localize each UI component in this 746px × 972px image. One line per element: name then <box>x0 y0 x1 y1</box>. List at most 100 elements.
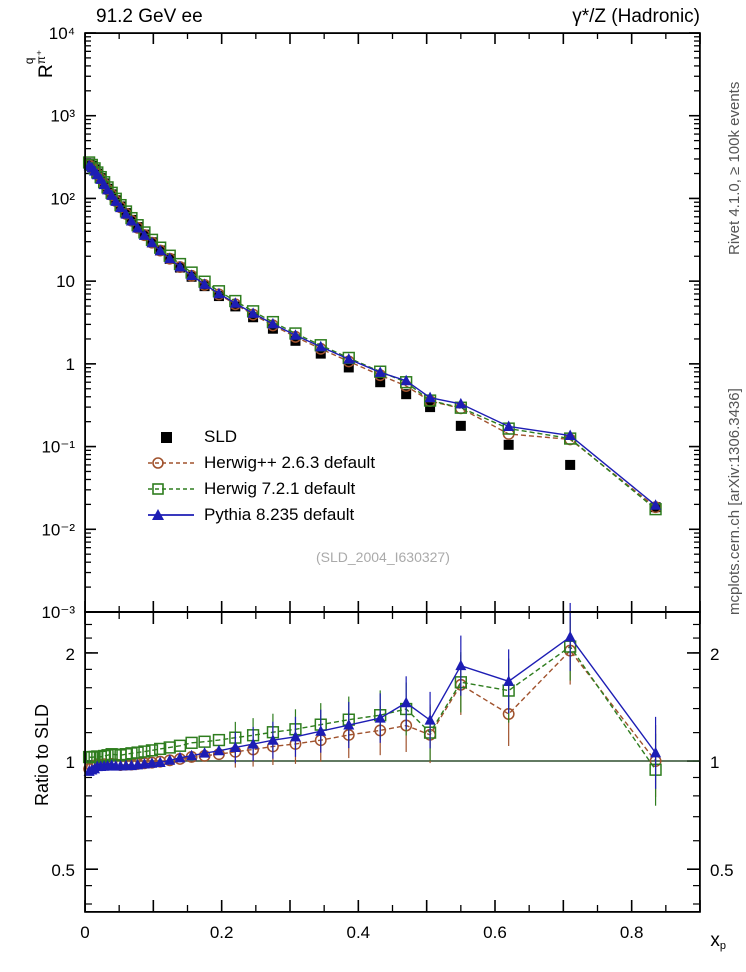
data-point-marker <box>154 756 166 767</box>
data-point-marker <box>199 747 211 758</box>
legend-key-herwigpp <box>148 453 194 473</box>
legend-entry-sld[interactable]: SLD <box>148 424 375 450</box>
data-point-marker <box>174 751 186 763</box>
ytick-label-main: 10⁻³ <box>41 603 75 622</box>
legend-label-pythia: Pythia 8.235 default <box>204 505 355 524</box>
data-point-marker <box>120 208 132 219</box>
data-point-marker <box>455 397 467 409</box>
data-point-marker <box>138 745 151 758</box>
legend-label-herwigpp: Herwig++ 2.6.3 default <box>204 453 376 472</box>
data-point-marker <box>125 214 137 226</box>
series-pythia <box>83 159 662 510</box>
data-point-marker <box>455 420 466 431</box>
data-point-marker <box>213 744 225 756</box>
legend-label-sld: SLD <box>204 427 238 446</box>
ytick-label-main: 10² <box>50 189 75 208</box>
xtick-label: 0.4 <box>347 923 371 942</box>
data-point-marker <box>455 659 467 671</box>
legend-key-pythia <box>148 505 194 525</box>
legend-entry-herwigpp[interactable]: Herwig++ 2.6.3 default <box>148 450 375 476</box>
data-point-marker <box>267 323 278 334</box>
ytick-label-ratio-left: 0.5 <box>51 861 75 880</box>
main-frame-overlay <box>84 32 701 613</box>
series-sld <box>84 158 661 513</box>
ytick-label-ratio-left: 2 <box>66 645 75 664</box>
ytick-label-main: 1 <box>66 355 75 374</box>
series-herwig++ <box>83 159 662 514</box>
x-axis-title: xp <box>710 930 726 952</box>
data-point-marker <box>267 734 279 745</box>
ytick-label-ratio-right: 2 <box>710 645 719 664</box>
ratio-series-pythia <box>83 602 662 789</box>
x-title-x: x <box>710 930 720 951</box>
data-point-marker <box>374 366 386 377</box>
data-point-marker <box>229 741 241 752</box>
legend-key-herwig7 <box>148 479 194 499</box>
data-point-marker <box>374 712 386 723</box>
data-point-marker <box>425 402 436 413</box>
data-point-marker <box>229 297 241 308</box>
data-point-marker <box>503 675 515 686</box>
data-point-marker <box>173 739 187 752</box>
data-point-marker <box>343 353 355 364</box>
header-beam-energy: 91.2 GeV ee <box>96 6 203 27</box>
legend-key-sld <box>148 427 194 447</box>
data-point-marker <box>503 439 514 450</box>
x-title-sub: p <box>719 939 726 952</box>
data-point-marker <box>343 719 355 730</box>
data-point-marker <box>138 758 150 769</box>
legend-label-herwig7: Herwig 7.2.1 default <box>204 479 356 498</box>
data-point-marker <box>115 201 127 213</box>
data-point-marker <box>186 269 198 281</box>
ytick-label-main: 10⁴ <box>49 24 75 43</box>
ratio-frame-overlay <box>84 611 701 913</box>
data-point-marker <box>290 335 301 346</box>
data-point-marker <box>315 725 327 736</box>
data-point-marker <box>146 757 158 768</box>
data-point-marker <box>110 195 122 206</box>
series-line <box>88 164 657 508</box>
legend-entry-pythia[interactable]: Pythia 8.235 default <box>148 502 375 528</box>
data-point-marker <box>247 307 259 318</box>
data-point-marker <box>424 714 436 725</box>
xtick-label: 0.6 <box>483 923 507 942</box>
ytick-label-main: 10³ <box>50 107 75 126</box>
data-point-marker <box>343 362 354 373</box>
data-point-marker <box>164 754 176 765</box>
series-line <box>88 161 657 510</box>
data-point-marker <box>289 329 301 340</box>
ytick-label-ratio-left: 1 <box>66 753 75 772</box>
xtick-label: 0.8 <box>620 923 644 942</box>
data-point-marker <box>213 287 225 299</box>
ratio-series-herwig++ <box>83 616 662 798</box>
data-point-marker <box>401 389 412 400</box>
ytick-label-ratio-right: 1 <box>710 753 719 772</box>
data-point-marker <box>424 391 436 403</box>
data-point-marker <box>503 420 515 431</box>
data-point-marker <box>174 260 186 272</box>
xtick-label: 0 <box>80 923 89 942</box>
header-process: γ*/Z (Hadronic) <box>572 6 700 27</box>
data-point-marker <box>131 746 144 759</box>
data-point-marker <box>374 365 387 378</box>
data-point-marker <box>154 742 167 756</box>
legend: SLD Herwig++ 2.6.3 default Herwig 7.2.1 … <box>148 424 375 528</box>
data-point-marker <box>650 746 662 758</box>
legend-entry-herwig7[interactable]: Herwig 7.2.1 default <box>148 476 375 502</box>
data-point-marker <box>138 229 150 240</box>
ytick-label-main: 10⁻¹ <box>41 438 75 457</box>
data-point-marker <box>267 317 279 329</box>
analysis-watermark: (SLD_2004_I630327) <box>316 549 450 565</box>
data-point-marker <box>145 744 159 757</box>
data-point-marker <box>132 222 144 233</box>
data-point-marker <box>106 189 118 200</box>
data-point-marker <box>185 736 198 749</box>
data-point-marker <box>400 374 412 386</box>
series-line <box>88 165 657 506</box>
data-point-marker <box>154 244 166 256</box>
data-point-marker <box>102 183 114 195</box>
data-point-marker <box>315 340 327 352</box>
xtick-label: 0.2 <box>210 923 234 942</box>
data-point-marker <box>289 730 301 742</box>
